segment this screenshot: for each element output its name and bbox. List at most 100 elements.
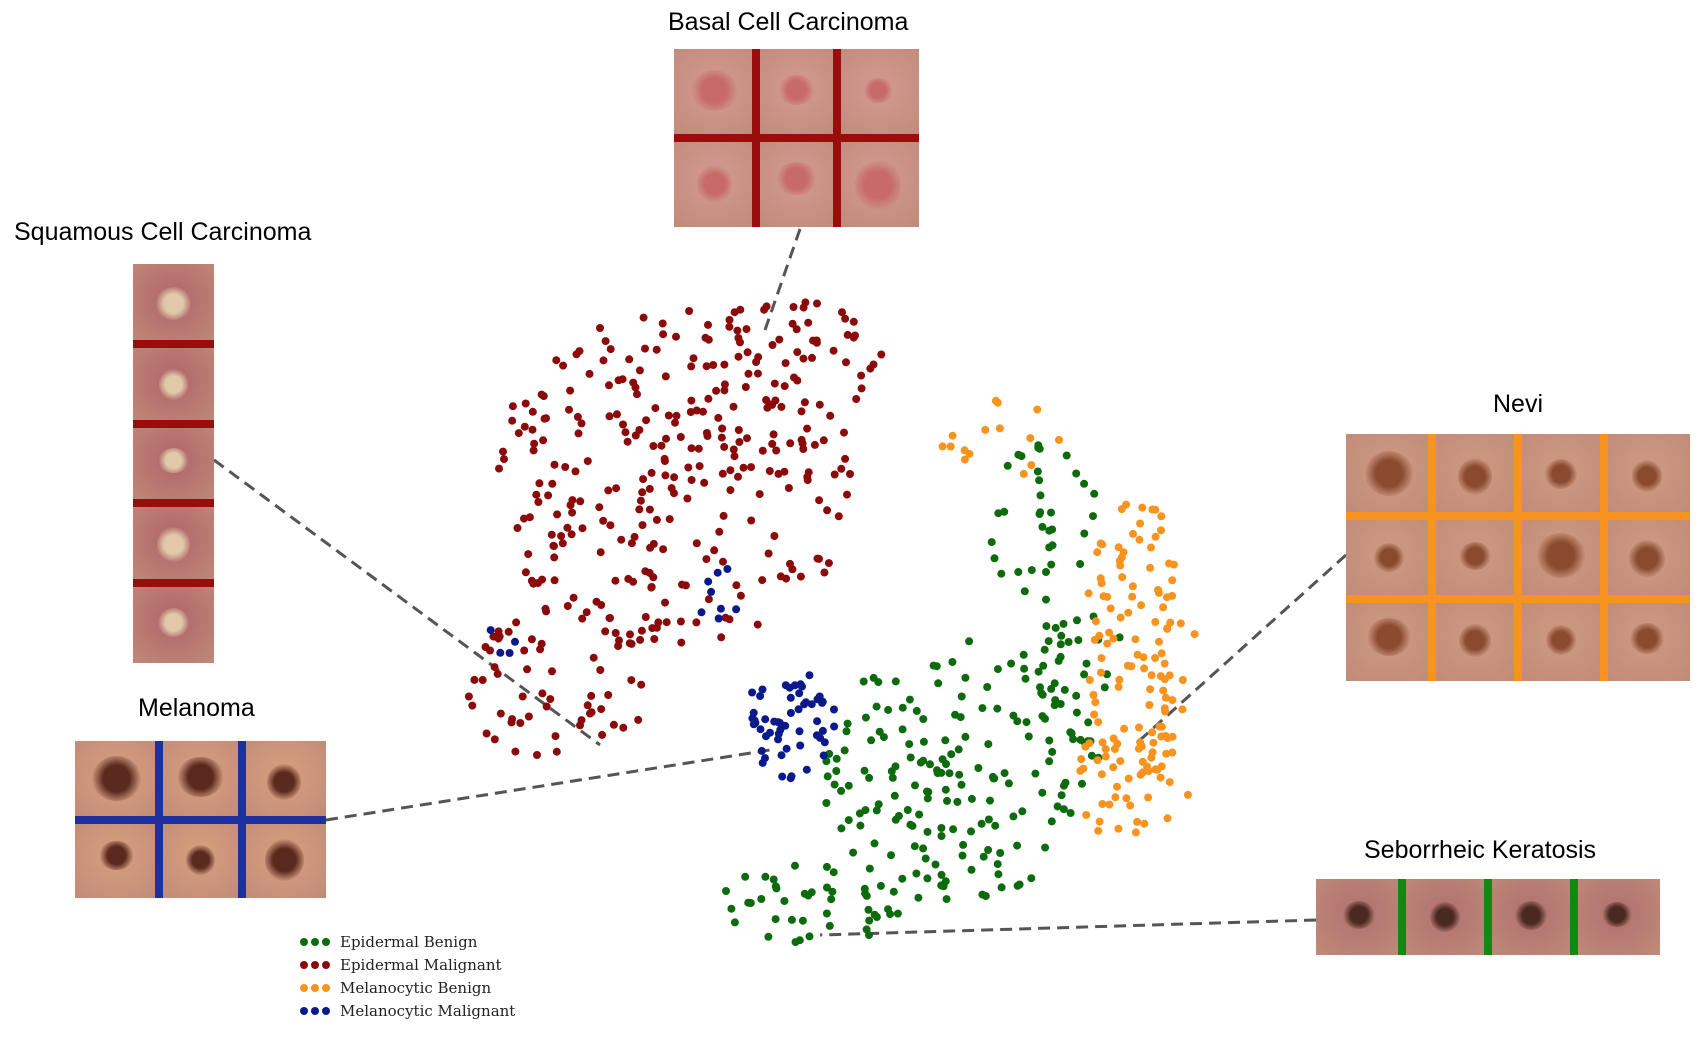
point-epidermal-benign xyxy=(1007,659,1016,668)
point-epidermal-malignant xyxy=(499,447,507,456)
point-epidermal-benign xyxy=(843,719,852,728)
point-epidermal-benign xyxy=(1009,711,1018,720)
point-epidermal-malignant xyxy=(596,324,604,332)
point-epidermal-malignant xyxy=(793,348,802,357)
point-epidermal-benign xyxy=(842,727,851,736)
point-epidermal-malignant xyxy=(824,559,833,568)
point-epidermal-benign xyxy=(943,796,951,805)
point-epidermal-malignant xyxy=(720,380,729,389)
point-epidermal-malignant xyxy=(626,630,634,639)
point-epidermal-benign xyxy=(919,715,928,724)
point-epidermal-benign xyxy=(828,887,837,896)
point-epidermal-benign xyxy=(1074,636,1083,645)
point-melanocytic-benign xyxy=(1160,704,1169,713)
legend-marker-icon xyxy=(300,1006,340,1015)
point-epidermal-benign xyxy=(787,915,796,924)
point-epidermal-malignant xyxy=(516,719,525,727)
point-epidermal-benign xyxy=(1047,817,1056,826)
point-epidermal-malignant xyxy=(606,521,615,530)
point-epidermal-benign xyxy=(914,893,923,902)
point-epidermal-benign xyxy=(1035,476,1044,485)
point-melanocytic-benign xyxy=(1148,748,1157,757)
point-epidermal-benign xyxy=(906,820,915,829)
point-epidermal-malignant xyxy=(694,444,703,453)
point-melanocytic-malignant xyxy=(766,728,774,737)
point-epidermal-benign xyxy=(954,745,963,754)
point-epidermal-benign xyxy=(1040,645,1049,654)
lesion-spot xyxy=(697,165,733,203)
point-epidermal-malignant xyxy=(687,444,696,453)
point-epidermal-malignant xyxy=(719,511,728,520)
point-epidermal-benign xyxy=(1054,656,1063,665)
point-melanocytic-benign xyxy=(1027,461,1036,470)
point-epidermal-malignant xyxy=(843,330,852,339)
point-epidermal-benign xyxy=(1000,769,1009,778)
point-epidermal-malignant xyxy=(704,335,713,344)
point-melanocytic-malignant xyxy=(819,751,828,760)
point-epidermal-benign xyxy=(1080,670,1089,679)
point-epidermal-benign xyxy=(997,569,1006,578)
point-epidermal-benign xyxy=(872,913,881,921)
point-epidermal-malignant xyxy=(504,627,513,636)
point-epidermal-malignant xyxy=(677,638,686,647)
point-epidermal-malignant xyxy=(542,607,551,616)
point-epidermal-malignant xyxy=(758,446,767,455)
point-melanocytic-benign xyxy=(1136,519,1145,528)
point-melanocytic-malignant xyxy=(697,608,706,617)
point-epidermal-benign xyxy=(864,905,873,914)
point-epidermal-malignant xyxy=(533,751,541,759)
point-epidermal-malignant xyxy=(598,730,607,739)
point-epidermal-malignant xyxy=(808,353,816,362)
point-melanocytic-malignant xyxy=(748,688,757,697)
point-epidermal-malignant xyxy=(758,576,767,585)
point-epidermal-malignant xyxy=(793,376,802,385)
point-epidermal-malignant xyxy=(843,490,851,499)
point-melanocytic-benign xyxy=(1139,653,1148,662)
point-epidermal-benign xyxy=(1000,507,1009,516)
legend-dot xyxy=(322,983,330,992)
point-epidermal-benign xyxy=(1018,807,1027,816)
connector-line xyxy=(1138,553,1348,742)
point-epidermal-benign xyxy=(1080,479,1089,488)
point-epidermal-malignant xyxy=(589,653,598,662)
point-melanocytic-benign xyxy=(1140,819,1149,828)
point-melanocytic-benign xyxy=(1129,529,1137,538)
point-epidermal-benign xyxy=(1064,638,1073,646)
point-epidermal-malignant xyxy=(627,676,636,685)
point-epidermal-benign xyxy=(1014,568,1023,576)
lesion-image-tile xyxy=(1316,879,1402,955)
lesion-image-tile xyxy=(837,49,919,138)
point-epidermal-benign xyxy=(1009,812,1018,821)
point-epidermal-malignant xyxy=(629,378,638,387)
point-epidermal-malignant xyxy=(734,426,743,434)
point-epidermal-malignant xyxy=(566,501,575,510)
point-epidermal-malignant xyxy=(645,505,654,514)
point-epidermal-malignant xyxy=(752,358,761,366)
point-epidermal-malignant xyxy=(577,716,586,725)
lesion-image-tile xyxy=(1346,516,1432,599)
grid-divider xyxy=(1600,434,1608,681)
point-melanocytic-benign xyxy=(1161,693,1170,702)
lesion-spot xyxy=(1514,900,1548,931)
point-epidermal-malignant xyxy=(633,390,641,399)
point-epidermal-malignant xyxy=(849,317,858,326)
point-epidermal-benign xyxy=(856,821,865,830)
point-epidermal-malignant xyxy=(619,723,628,732)
point-epidermal-benign xyxy=(898,874,907,883)
point-epidermal-malignant xyxy=(542,414,550,423)
point-epidermal-benign xyxy=(923,787,931,796)
point-melanocytic-benign xyxy=(1077,755,1086,764)
point-epidermal-malignant xyxy=(587,691,596,700)
point-epidermal-malignant xyxy=(660,457,669,465)
point-epidermal-malignant xyxy=(846,470,854,478)
point-melanocytic-benign xyxy=(1093,548,1102,557)
point-melanocytic-benign xyxy=(1117,505,1126,514)
legend-label: Melanocytic Benign xyxy=(340,978,492,997)
point-epidermal-benign xyxy=(825,921,834,930)
point-epidermal-malignant xyxy=(493,669,502,678)
point-melanocytic-benign xyxy=(1097,668,1105,677)
point-melanocytic-benign xyxy=(1146,563,1155,572)
point-melanocytic-benign xyxy=(1162,749,1171,758)
point-melanocytic-malignant xyxy=(778,772,787,781)
point-epidermal-malignant xyxy=(638,521,647,530)
